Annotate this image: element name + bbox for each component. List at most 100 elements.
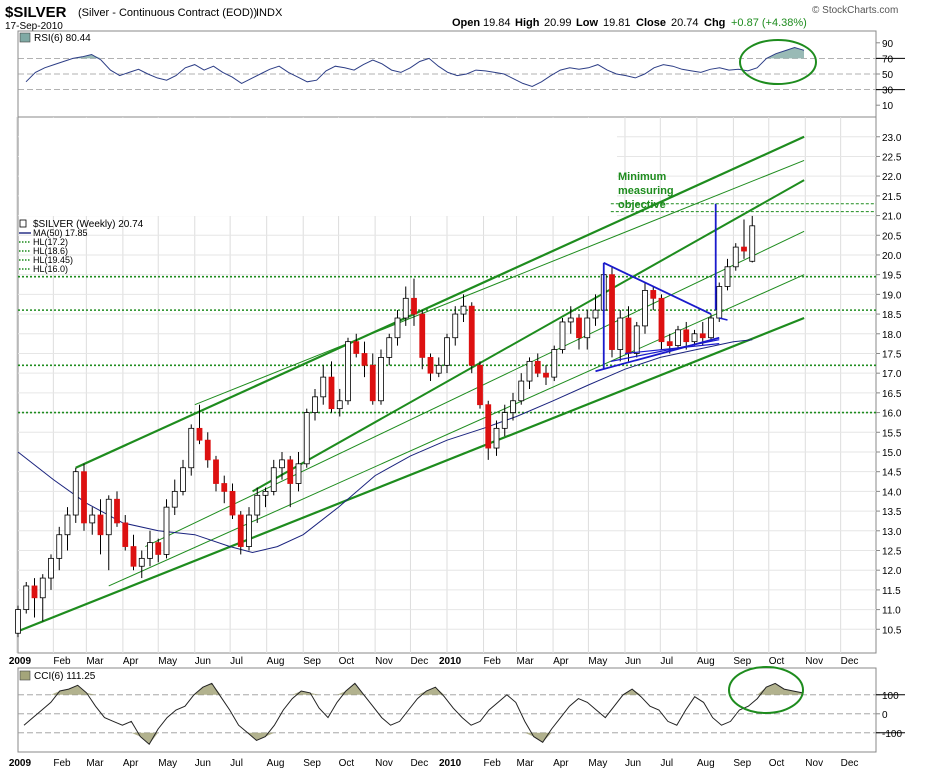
candle-body xyxy=(204,439,211,461)
chg-value: +0.87 (+4.38%) xyxy=(731,17,807,29)
candle-body xyxy=(262,490,269,496)
price-tick-label: 18.5 xyxy=(882,310,902,321)
cci-label: CCI(6) 111.25 xyxy=(34,671,96,682)
candle-body xyxy=(468,305,475,366)
candle-body xyxy=(221,483,228,492)
breakout-mark xyxy=(719,317,728,321)
high-value: 20.99 xyxy=(544,17,572,29)
channel-middle-line xyxy=(252,179,805,493)
candle-body xyxy=(56,534,63,559)
price-tick-label: 16.5 xyxy=(882,389,902,400)
candle-body xyxy=(460,305,467,315)
candle-body xyxy=(485,404,492,449)
rsi-tick-label: 70 xyxy=(882,54,894,65)
open-value: 19.84 xyxy=(483,17,511,29)
x-axis-label: Jun xyxy=(195,656,211,667)
candle-body xyxy=(394,317,401,339)
candle-body xyxy=(64,514,71,536)
open-label: Open xyxy=(452,17,480,29)
rsi-panel: 90 70 50 30 10 RSI(6) 80.44 xyxy=(17,30,905,118)
ohlc-readout: Open 19.84 High 20.99 Low 19.81 Close 20… xyxy=(452,17,807,29)
price-top-blank xyxy=(19,118,617,216)
rsi-tick-label: 90 xyxy=(882,39,894,50)
legend-label: HL(17.2) xyxy=(33,237,68,247)
date-label: 17-Sep-2010 xyxy=(5,21,63,32)
candle-body xyxy=(386,337,393,358)
candle-body xyxy=(435,364,442,374)
rsi-highlight-circle xyxy=(739,39,817,85)
cci-x-axis-label: Aug xyxy=(267,758,285,769)
x-axis-label: Oct xyxy=(339,656,355,667)
cci-frame xyxy=(17,667,877,753)
rsi-tick-label: 50 xyxy=(882,70,894,81)
candle-body xyxy=(23,585,30,610)
candle-body xyxy=(163,506,170,555)
cci-legend-swatch xyxy=(19,670,31,681)
legend-label: HL(18.6) xyxy=(33,246,68,256)
candle-body xyxy=(39,577,46,599)
candle-body xyxy=(122,522,129,547)
x-axis-label: Nov xyxy=(375,656,393,667)
x-axis-label: Dec xyxy=(410,656,428,667)
price-tick-label: 19.5 xyxy=(882,271,902,282)
cci-panel: 100 0 -100 CCI(6) 111.25 2009 Feb Mar Apr May Jun… xyxy=(9,666,905,769)
cci-x-axis-label: Mar xyxy=(517,758,535,769)
candle-body xyxy=(650,290,657,299)
candle-body xyxy=(427,357,434,374)
candle-body xyxy=(171,490,178,508)
candle-body xyxy=(559,321,566,350)
price-tick-label: 21.5 xyxy=(882,192,902,203)
price-tick-label: 17.5 xyxy=(882,349,902,360)
price-tick-label: 21.0 xyxy=(882,212,902,223)
candle-body xyxy=(114,498,120,524)
candle-body xyxy=(749,225,756,262)
candle-body xyxy=(617,317,624,350)
x-axis-label: Jul xyxy=(230,656,243,667)
channel-inner-line-2 xyxy=(145,230,805,548)
x-axis-label: Sep xyxy=(733,656,751,667)
exchange-label: INDX xyxy=(256,7,283,19)
close-value: 20.74 xyxy=(671,17,699,29)
low-value: 19.81 xyxy=(603,17,631,29)
candle-body xyxy=(345,341,351,402)
brand-label: © StockCharts.com xyxy=(812,5,898,16)
price-tick-label: 13.5 xyxy=(882,507,902,518)
candle-body xyxy=(452,313,459,339)
cci-x-axis-label: May xyxy=(158,758,177,769)
cci-x-axis-label: Apr xyxy=(123,758,139,769)
candle-body xyxy=(81,471,87,524)
cci-highlight-circle xyxy=(728,666,804,714)
cci-x-axis-label: Aug xyxy=(697,758,715,769)
candle-body xyxy=(180,467,186,492)
candle-body xyxy=(683,329,690,343)
candle-body xyxy=(196,427,203,441)
high-label: High xyxy=(515,17,540,29)
symbol-description: (Silver - Continuous Contract (EOD)) xyxy=(78,7,257,19)
candle-body xyxy=(97,514,104,536)
candle-body xyxy=(295,463,302,484)
triangle-upper-line xyxy=(603,262,712,315)
channel-upper-line xyxy=(75,135,805,469)
legend-label: MA(50) 17.85 xyxy=(33,228,88,238)
candle-body xyxy=(246,514,252,547)
candle-body xyxy=(328,376,335,410)
price-tick-label: 12.0 xyxy=(882,566,902,577)
candle-body xyxy=(741,246,747,252)
price-tick-label: 15.0 xyxy=(882,448,902,459)
x-axis-label: Mar xyxy=(86,656,104,667)
candle-body xyxy=(642,290,648,327)
legend-label: $SILVER (Weekly) 20.74 xyxy=(33,219,144,230)
candle-body xyxy=(155,542,162,555)
measuring-objective-annotation: objective xyxy=(618,199,666,211)
candle-body xyxy=(378,357,384,402)
legend-label: HL(19.45) xyxy=(33,255,73,265)
candle-body xyxy=(691,333,698,343)
measuring-objective-annotation: Minimum xyxy=(618,171,666,183)
candle-body xyxy=(444,337,450,366)
measuring-objective-annotation: measuring xyxy=(618,185,674,197)
legend-label: HL(16.0) xyxy=(33,264,68,274)
cci-x-axis-label: Feb xyxy=(53,758,71,769)
candle-body xyxy=(501,412,508,429)
rsi-legend-swatch xyxy=(19,32,31,43)
